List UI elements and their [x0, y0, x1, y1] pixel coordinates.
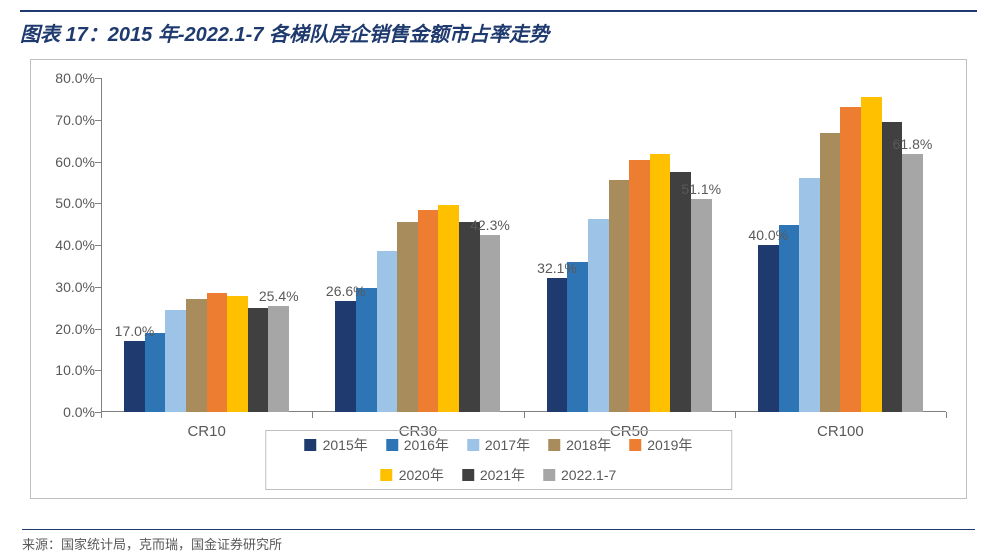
bar	[335, 301, 356, 412]
bar	[186, 299, 207, 412]
bar	[691, 199, 712, 412]
legend-label: 2019年	[647, 435, 692, 455]
legend-label: 2016年	[404, 435, 449, 455]
bar	[397, 222, 418, 412]
bar	[799, 178, 820, 412]
bar	[758, 245, 779, 412]
data-label: 40.0%	[748, 227, 788, 243]
x-tick	[524, 412, 525, 418]
data-label: 42.3%	[470, 217, 510, 233]
data-label: 17.0%	[115, 323, 155, 339]
bar	[629, 160, 650, 412]
bar	[670, 172, 691, 412]
legend-swatch	[467, 439, 479, 451]
bar	[145, 333, 166, 412]
data-label: 26.6%	[326, 283, 366, 299]
figure-container: 图表 17：2015 年-2022.1-7 各梯队房企销售金额市占率走势 0.0…	[0, 0, 997, 557]
y-tick: 80.0%	[43, 70, 95, 86]
legend-label: 2020年	[399, 465, 444, 485]
bar	[588, 219, 609, 412]
x-category-label: CR100	[817, 423, 864, 440]
legend-item: 2019年	[629, 435, 692, 455]
bar	[861, 97, 882, 412]
bar	[902, 154, 923, 412]
bar	[418, 210, 439, 412]
bar	[779, 225, 800, 412]
x-tick	[101, 412, 102, 418]
figure-title: 图表 17：2015 年-2022.1-7 各梯队房企销售金额市占率走势	[20, 24, 549, 46]
x-tick	[312, 412, 313, 418]
y-tick: 30.0%	[43, 279, 95, 295]
bar	[248, 308, 269, 412]
legend: 2015年 2016年 2017年 2018年 2019年 2020年 2021年 2022.…	[265, 430, 733, 490]
bar	[438, 205, 459, 412]
bar	[165, 310, 186, 412]
bar	[377, 251, 398, 412]
bar	[356, 288, 377, 412]
legend-item: 2016年	[386, 435, 449, 455]
bar	[124, 341, 145, 412]
y-tick: 70.0%	[43, 112, 95, 128]
y-axis-line	[101, 78, 102, 412]
x-category-label: CR10	[187, 423, 225, 440]
legend-item: 2017年	[467, 435, 530, 455]
data-label: 25.4%	[259, 288, 299, 304]
legend-item: 2015年	[305, 435, 368, 455]
bar	[207, 293, 228, 412]
legend-item: 2020年	[381, 465, 444, 485]
legend-swatch	[305, 439, 317, 451]
bar	[650, 154, 671, 412]
legend-item: 2022.1-7	[543, 465, 616, 485]
y-tick: 0.0%	[43, 404, 95, 420]
y-tick: 50.0%	[43, 195, 95, 211]
legend-label: 2022.1-7	[561, 467, 616, 483]
figure-title-bar: 图表 17：2015 年-2022.1-7 各梯队房企销售金额市占率走势	[20, 10, 977, 51]
legend-swatch	[548, 439, 560, 451]
bar	[547, 278, 568, 412]
bar	[609, 180, 630, 412]
data-label: 51.1%	[681, 181, 721, 197]
chart-area: 0.0% 10.0% 20.0% 30.0% 40.0% 50.0% 60.0% 70.0% 8…	[30, 59, 967, 499]
legend-swatch	[543, 469, 555, 481]
y-tick: 40.0%	[43, 237, 95, 253]
legend-item: 2021年	[462, 465, 525, 485]
bar	[882, 122, 903, 412]
y-tick: 20.0%	[43, 321, 95, 337]
legend-label: 2015年	[323, 435, 368, 455]
x-tick	[946, 412, 947, 418]
bar	[840, 107, 861, 412]
legend-label: 2021年	[480, 465, 525, 485]
legend-swatch	[462, 469, 474, 481]
legend-label: 2017年	[485, 435, 530, 455]
legend-item: 2018年	[548, 435, 611, 455]
legend-swatch	[629, 439, 641, 451]
bar	[227, 296, 248, 412]
bar	[567, 262, 588, 412]
bar	[268, 306, 289, 412]
legend-swatch	[386, 439, 398, 451]
y-tick: 10.0%	[43, 362, 95, 378]
legend-swatch	[381, 469, 393, 481]
source-text: 来源：国家统计局，克而瑞，国金证券研究所	[22, 537, 282, 552]
x-tick	[735, 412, 736, 418]
bar	[480, 235, 501, 412]
data-label: 32.1%	[537, 260, 577, 276]
y-tick: 60.0%	[43, 154, 95, 170]
legend-label: 2018年	[566, 435, 611, 455]
data-label: 61.8%	[893, 136, 933, 152]
figure-source: 来源：国家统计局，克而瑞，国金证券研究所	[22, 529, 975, 553]
plot-area: 0.0%10.0%20.0%30.0%40.0%50.0%60.0%70.0%8…	[101, 78, 946, 412]
bar	[820, 133, 841, 412]
bar	[459, 222, 480, 412]
